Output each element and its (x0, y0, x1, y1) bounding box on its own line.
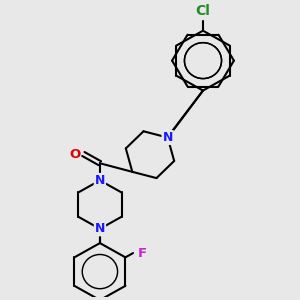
Text: F: F (137, 247, 147, 260)
Text: O: O (69, 148, 80, 160)
Text: Cl: Cl (196, 4, 210, 18)
Text: N: N (95, 174, 105, 187)
Text: N: N (163, 131, 173, 144)
Text: N: N (95, 222, 105, 235)
